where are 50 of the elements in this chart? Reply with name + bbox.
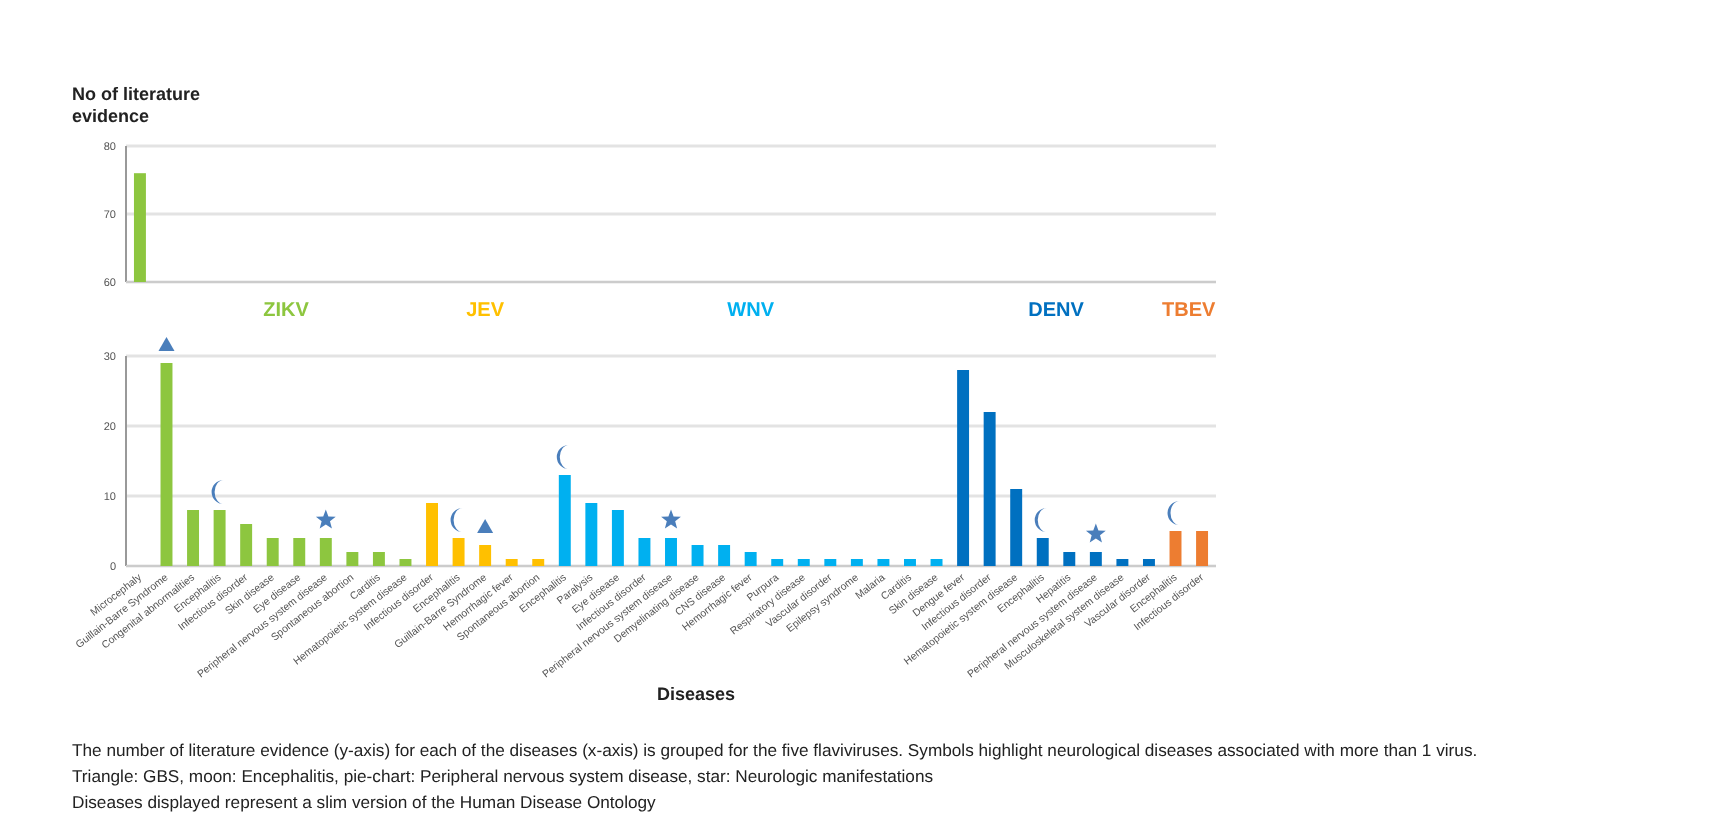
text: WNV [727,300,775,322]
bar [426,503,438,566]
bar [1142,559,1155,566]
bar [665,538,677,566]
x-axis-title: Diseases [656,684,736,704]
bar [160,363,173,566]
bar [346,552,359,566]
y-axis-title: No of literature evidence [72,84,201,126]
bar [585,503,598,566]
bar [558,475,571,566]
bar [983,412,996,566]
text: DENV [1028,300,1085,322]
bar [293,538,306,566]
bar [904,559,916,566]
bar [1089,552,1102,566]
bar [399,559,412,566]
bar [877,559,890,566]
bar [1169,531,1182,566]
bar [187,510,200,566]
bar [1036,538,1049,566]
text: The number of literature evidence (y-axis) for each of the diseases (x-axis) is grouped for the five flaviviruses. Symbols highlight neurological diseases associated with more than 1 virus. [72,740,1478,760]
bar [240,524,253,566]
bar [1010,489,1023,566]
bar [771,559,784,566]
bar [797,559,810,566]
bar [1063,552,1076,566]
bar [744,552,757,566]
text: Diseases displayed represent a slim version of the Human Disease Ontology [72,792,658,812]
bar [611,510,624,566]
bar [372,552,385,566]
text: ZIKV [263,300,310,322]
bar [718,545,731,566]
bar [930,559,943,566]
bar [850,559,863,566]
bar [266,538,279,566]
bar [319,538,332,566]
bar [957,370,970,566]
bar [505,559,518,566]
bar [213,510,226,566]
text: TBEV [1162,300,1217,322]
bar [532,559,545,566]
text: Triangle: GBS, moon: Encephalitis, pie-chart: Peripheral nervous system disease, star: Neurologic manifestations [72,766,934,786]
text: JEV [466,300,505,322]
bar [479,545,492,566]
bar [1196,531,1209,566]
bar [638,538,651,566]
bar [691,545,704,566]
bar [452,538,465,566]
bar [1116,559,1129,566]
bar [824,559,837,566]
